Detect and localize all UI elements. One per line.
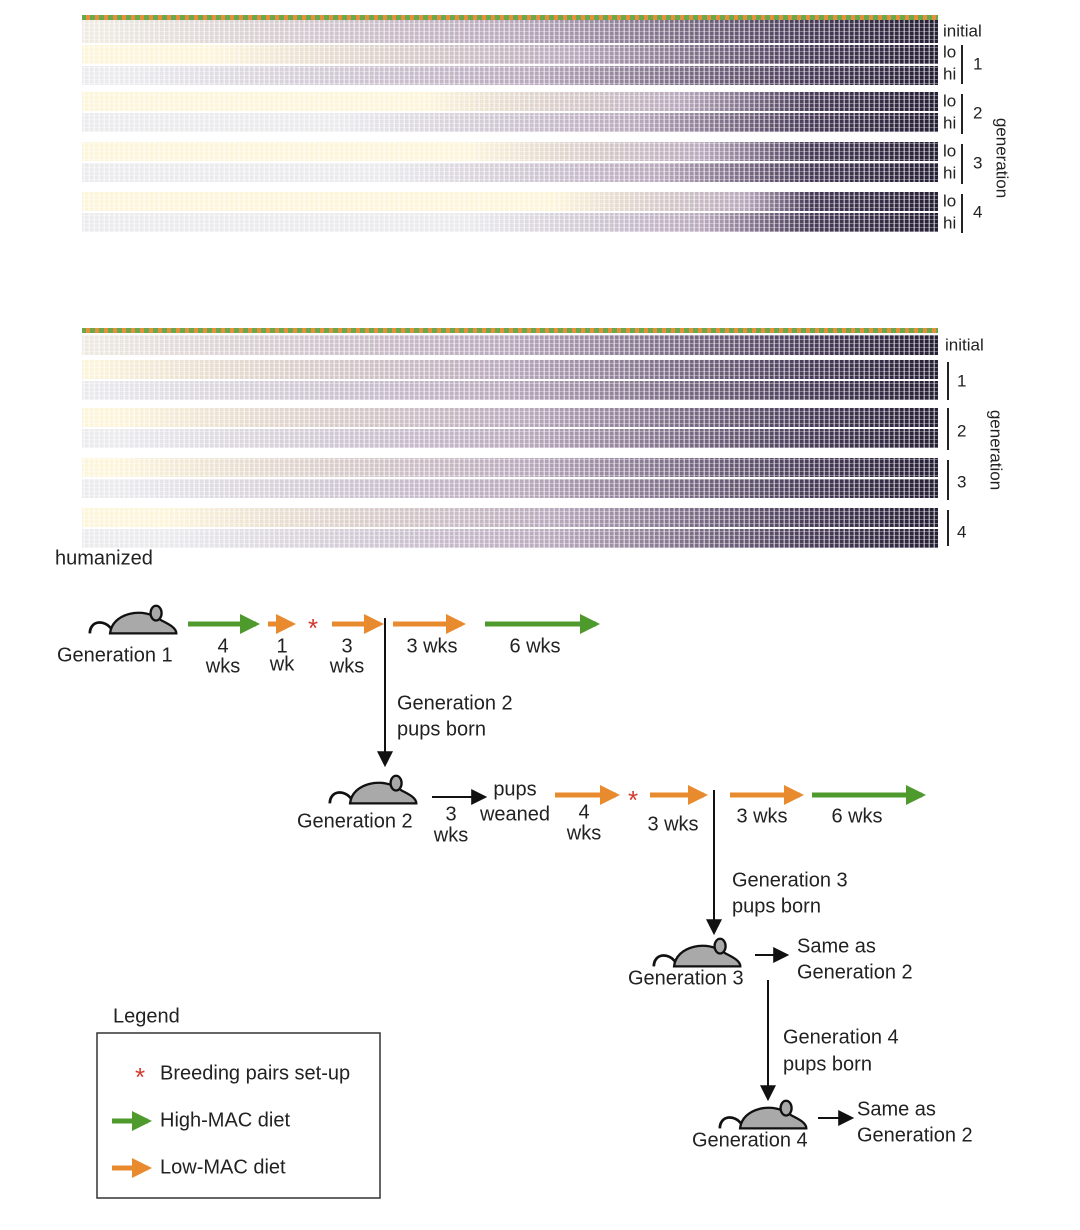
heatmap-texture (82, 213, 938, 232)
step-label: pups (493, 778, 536, 800)
legend-item: High-MAC diet (160, 1109, 290, 1131)
birth-label: Generation 4 (783, 1026, 899, 1048)
heatmap-texture (82, 508, 938, 527)
generation-label: Generation 1 (57, 644, 173, 666)
birth-label: Generation 2 (397, 692, 513, 714)
birth-label: Generation 3 (732, 869, 848, 891)
row-label: lo (943, 191, 956, 210)
axis-label: generation (993, 118, 1012, 198)
note: Generation 2 (797, 961, 913, 983)
generation-number: 3 (957, 472, 966, 491)
birth-label: pups born (783, 1053, 872, 1075)
legend-title: Legend (113, 1005, 180, 1027)
duration: 1 (276, 635, 287, 657)
duration: 4 (578, 801, 589, 823)
duration: 3 wks (647, 813, 698, 835)
duration: wk (269, 653, 295, 675)
birth-label: pups born (732, 895, 821, 917)
generation-number: 3 (973, 153, 982, 172)
row-label: hi (943, 163, 956, 182)
duration: 3 (445, 803, 456, 825)
breeding-marker: * (628, 785, 638, 815)
heatmap-texture (82, 335, 938, 355)
row-label: lo (943, 141, 956, 160)
heatmap-texture (82, 408, 938, 427)
generation-number: 1 (957, 371, 966, 390)
note: Generation 2 (857, 1124, 973, 1146)
heatmap-texture (82, 529, 938, 548)
duration: 3 wks (406, 635, 457, 657)
duration: wks (566, 822, 601, 844)
row-label: lo (943, 42, 956, 61)
generation-number: 1 (973, 54, 982, 73)
heatmap-texture (82, 20, 938, 43)
heatmap-texture (82, 429, 938, 448)
heatmap-texture (82, 163, 938, 182)
duration: 3 (341, 635, 352, 657)
legend-box (96, 1032, 381, 1199)
generation-number: 2 (973, 103, 982, 122)
axis-label: generation (987, 410, 1006, 490)
heatmap-texture (82, 113, 938, 132)
generation-label: Generation 3 (628, 967, 744, 989)
mouse-icon (652, 937, 742, 968)
duration: wks (433, 824, 468, 846)
color-strip (82, 328, 938, 333)
heatmaps (82, 15, 938, 548)
mouse-icon (718, 1099, 808, 1130)
heatmap-texture (82, 45, 938, 64)
row-label: initial (945, 335, 984, 354)
duration: 6 wks (831, 805, 882, 827)
color-strip (82, 15, 938, 20)
heatmap-texture (82, 66, 938, 85)
row-label: hi (943, 213, 956, 232)
heatmap-texture (82, 92, 938, 111)
heatmap-texture (82, 192, 938, 211)
heatmap-texture (82, 458, 938, 477)
step-label: weaned (479, 803, 550, 825)
caption: humanized (55, 547, 153, 569)
duration: wks (329, 655, 364, 677)
note: Same as (857, 1098, 936, 1120)
legend-item: Breeding pairs set-up (160, 1062, 350, 1084)
birth-label: pups born (397, 718, 486, 740)
generation-label: Generation 2 (297, 810, 413, 832)
heatmap-texture (82, 360, 938, 379)
breeding-marker: * (308, 613, 318, 643)
heatmap-texture (82, 142, 938, 161)
duration: 6 wks (509, 635, 560, 657)
heatmap-texture (82, 381, 938, 400)
duration: wks (205, 655, 240, 677)
generation-number: 2 (957, 421, 966, 440)
breeding-marker: * (135, 1062, 145, 1092)
mouse-icon (328, 774, 418, 805)
row-label: initial (943, 21, 982, 40)
note: Same as (797, 935, 876, 957)
row-label: hi (943, 113, 956, 132)
mouse-icon (88, 604, 178, 635)
generation-number: 4 (957, 522, 966, 541)
row-label: lo (943, 91, 956, 110)
duration: 3 wks (736, 805, 787, 827)
generation-label: Generation 4 (692, 1129, 808, 1151)
heatmap-texture (82, 479, 938, 498)
generation-number: 4 (973, 202, 982, 221)
duration: 4 (217, 635, 228, 657)
legend-item: Low-MAC diet (160, 1156, 286, 1178)
row-label: hi (943, 64, 956, 83)
